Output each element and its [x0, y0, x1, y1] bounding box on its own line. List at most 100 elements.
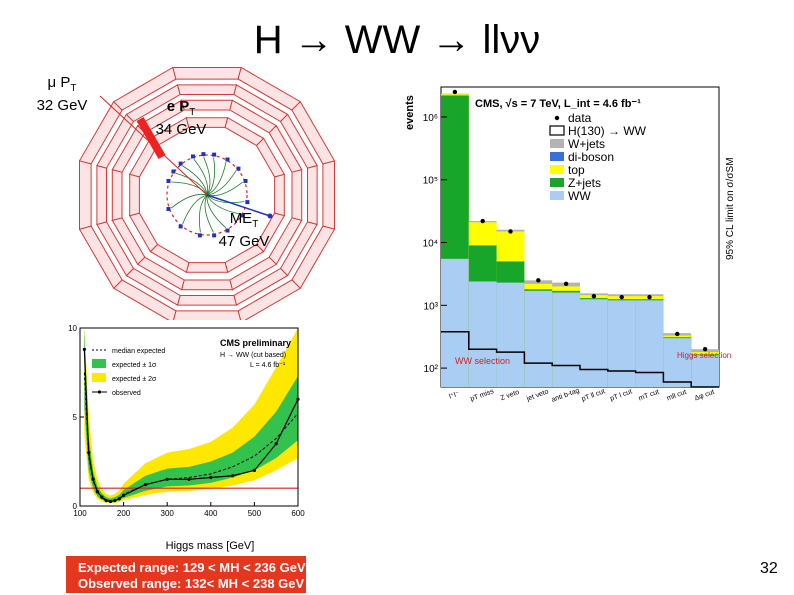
legend-band2: [92, 373, 106, 382]
legend-marker: [554, 115, 560, 121]
limit-xlabel: Higgs mass [GeV]: [166, 540, 255, 552]
met-label-value: 47 GeV: [218, 233, 270, 250]
legend-label: median expected: [112, 348, 165, 355]
ww-selection-annotation: WW selection: [455, 356, 510, 366]
one-sigma-band: [84, 328, 298, 503]
observed-point: [100, 495, 104, 499]
x-tick-label: Z veto: [500, 389, 521, 402]
detector-rings: [78, 66, 336, 320]
page-number: 32: [760, 560, 778, 577]
track: [206, 162, 227, 196]
observed-point: [187, 477, 191, 481]
track: [204, 194, 214, 233]
x-tick-label: 200: [117, 509, 131, 518]
track: [206, 194, 245, 204]
muon-chamber: [279, 113, 318, 169]
calo-hit: [243, 178, 248, 183]
met-label: MET 47 GeV: [206, 210, 282, 250]
observed-point: [165, 477, 169, 481]
track: [193, 159, 209, 196]
stack-bar-ww: [496, 282, 525, 387]
muon-chamber: [255, 137, 286, 178]
calo-hit: [171, 169, 176, 174]
muon-chamber: [237, 279, 302, 320]
track: [206, 194, 227, 229]
data-point: [619, 294, 624, 300]
legend-label: expected ± 1σ: [112, 362, 157, 369]
legend-label: Z+jets: [568, 176, 601, 190]
track: [198, 194, 208, 233]
legend-swatch: [550, 191, 564, 200]
y-tick-label: 10⁵: [423, 176, 438, 187]
calo-hit: [240, 213, 245, 218]
track: [171, 181, 208, 196]
x-tick-label: 600: [291, 509, 305, 518]
calo-hit: [225, 157, 230, 162]
tracks: [166, 152, 250, 238]
data-point: [702, 346, 708, 352]
observed-point: [209, 475, 213, 480]
y-tick-label: 10⁶: [423, 113, 438, 124]
x-tick-label: anti b-tag: [551, 387, 581, 404]
electron-label: e PT 34 GeV: [138, 98, 224, 138]
track: [203, 156, 211, 196]
calo-hit: [166, 207, 171, 212]
stack-bar-ww: [441, 258, 469, 387]
legend-swatch: [550, 178, 564, 187]
yield-y-ticks: 10² 10³ 10⁴ 10⁵ 10⁶: [423, 113, 447, 375]
calo-hit: [190, 154, 195, 159]
limit-ticks: 100 200 300 400 500 600 0 5 10: [68, 324, 305, 518]
observed-point: [143, 483, 147, 487]
electron-label-sub: T: [189, 107, 196, 118]
x-tick-label: 100: [73, 509, 87, 518]
higgs-line: [441, 330, 719, 388]
data-point: [480, 218, 485, 224]
x-tick-label: Δφ cut: [694, 389, 716, 403]
observed-point: [122, 493, 126, 497]
observed-point: [104, 499, 108, 503]
x-tick-label: mll cut: [666, 389, 687, 403]
observed-point: [95, 490, 100, 494]
y-tick-label: 10: [68, 324, 77, 333]
observed-point: [113, 499, 117, 503]
observed-point: [231, 474, 235, 478]
stack-bar-ww: [468, 281, 497, 387]
data-point: [508, 229, 513, 234]
expected-range-text: Expected range: 129 < MH < 236 GeV: [78, 560, 306, 575]
legend-label: W+jets: [568, 137, 605, 151]
stack-bar-ww: [552, 292, 580, 387]
muon-chamber: [268, 124, 303, 173]
limit-legend: median expected expected ± 1σ expected ± 2…: [92, 348, 165, 397]
legend-band1: [92, 359, 106, 368]
limit-legend-process: H → WW (cut based): [220, 352, 286, 359]
muon-label-prefix: μ P: [47, 74, 71, 91]
calo-hit: [245, 200, 250, 205]
data-point: [563, 281, 569, 287]
y-tick-label: 5: [73, 413, 78, 422]
observed-point: [87, 451, 91, 455]
observed-point: [82, 347, 86, 351]
x-tick-label: pT miss: [470, 388, 496, 403]
tracker-circle: [166, 154, 248, 236]
legend-label: H(130) → WW: [568, 124, 647, 138]
stack-bar-ww: [635, 300, 664, 387]
met-arrow: [206, 194, 271, 217]
calo-hit: [197, 233, 202, 238]
calo-hit: [178, 161, 183, 166]
limit-bands: [84, 328, 298, 504]
legend-swatch: [550, 165, 564, 174]
observed-range-text: Observed range: 132< MH < 238 GeV: [78, 576, 305, 591]
electron-label-value: 34 GeV: [155, 121, 207, 138]
track: [182, 165, 208, 196]
legend-label: expected ± 2σ: [112, 376, 157, 383]
track: [175, 172, 208, 196]
x-tick-label: l⁺l⁻: [448, 390, 461, 400]
observed-line: [83, 349, 299, 503]
track: [206, 170, 237, 196]
data-points: [452, 89, 708, 352]
muon-chamber: [172, 67, 242, 80]
yield-bars: [441, 93, 719, 388]
muon-chamber: [185, 262, 229, 273]
stack-bar-ww: [691, 355, 719, 387]
muon-chamber: [291, 168, 303, 222]
